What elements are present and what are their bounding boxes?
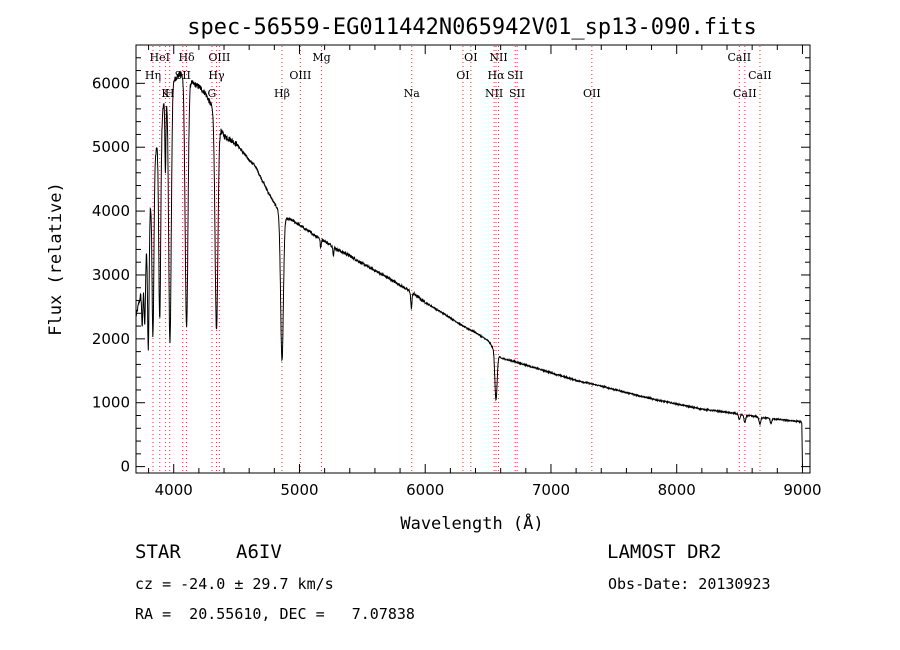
- y-axis-label: Flux (relative): [46, 182, 66, 336]
- y-tick-label: 4000: [92, 202, 130, 220]
- y-tick-label: 3000: [92, 266, 130, 284]
- x-tick-label: 9000: [783, 481, 821, 499]
- line-marker-label: CaII: [748, 69, 772, 82]
- line-marker-label: Na: [404, 87, 421, 100]
- line-marker-label: CaII: [727, 51, 751, 64]
- x-tick-label: 7000: [532, 481, 570, 499]
- survey-name: LAMOST DR2: [607, 541, 722, 563]
- y-tick-label: 0: [120, 458, 130, 476]
- line-marker-label: OI: [456, 69, 469, 82]
- line-marker-label: Hη: [145, 69, 161, 82]
- observation-date: Obs-Date: 20130923: [608, 575, 771, 593]
- line-marker-label: Hδ: [178, 51, 195, 64]
- y-tick-label: 1000: [92, 394, 130, 412]
- line-marker-label: SII: [175, 69, 191, 82]
- line-marker-label: Hβ: [274, 87, 290, 100]
- line-marker-label: OIII: [208, 51, 230, 64]
- object-type: STAR: [135, 541, 181, 563]
- x-tick-label: 6000: [406, 481, 444, 499]
- line-marker-label: NII: [489, 51, 507, 64]
- spectrum-line: [135, 70, 803, 468]
- line-marker-label: K: [161, 87, 170, 100]
- x-tick-label: 8000: [658, 481, 696, 499]
- line-marker-label: OII: [583, 87, 601, 100]
- line-marker-label: G: [208, 87, 217, 100]
- y-axis-ticks: 0 1000 2000 3000 4000 5000 6000: [92, 57, 810, 476]
- coordinates: RA = 20.55610, DEC = 7.07838: [135, 605, 415, 623]
- line-marker-label: SII: [509, 87, 525, 100]
- line-marker-label: Mg: [312, 51, 330, 64]
- x-tick-label: 4000: [155, 481, 193, 499]
- line-marker-label: NII: [485, 87, 503, 100]
- line-marker-label: CaII: [733, 87, 757, 100]
- redshift-cz: cz = -24.0 ± 29.7 km/s: [135, 575, 334, 593]
- line-marker-label: Hα: [487, 69, 505, 82]
- line-marker-label: H: [165, 87, 175, 100]
- line-marker-label: Hγ: [208, 69, 225, 82]
- x-axis-label: Wavelength (Å): [400, 512, 543, 534]
- line-marker-label: OI: [464, 51, 477, 64]
- line-marker-label: SII: [507, 69, 523, 82]
- line-marker-label: HeI: [150, 51, 170, 64]
- x-tick-label: 5000: [280, 481, 318, 499]
- y-tick-label: 2000: [92, 330, 130, 348]
- line-marker-label: OIII: [289, 69, 311, 82]
- plot-frame: [135, 44, 811, 474]
- y-tick-label: 6000: [92, 74, 130, 92]
- chart-title: spec-56559-EG011442N065942V01_sp13-090.f…: [187, 15, 757, 40]
- object-subclass: A6IV: [236, 541, 282, 563]
- y-tick-label: 5000: [92, 138, 130, 156]
- line-markers: [152, 46, 761, 472]
- x-axis-ticks: 4000 5000 6000 7000 8000 9000: [148, 45, 822, 499]
